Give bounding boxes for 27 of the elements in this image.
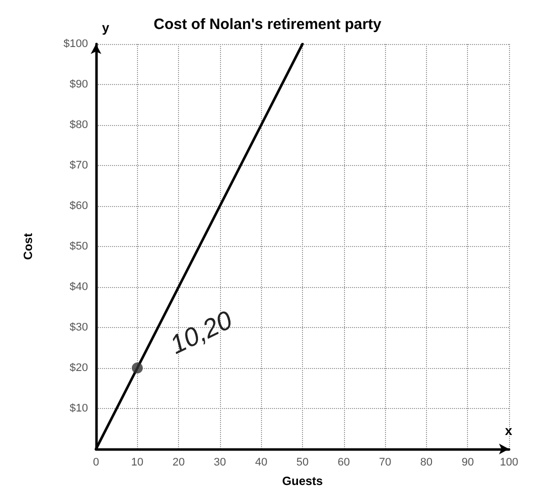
y-tick-label: $10 <box>70 402 88 414</box>
y-tick-label: $40 <box>70 281 88 293</box>
y-tick-label: $100 <box>64 38 88 50</box>
annotation: x <box>505 423 513 438</box>
y-axis-title: Cost <box>21 233 35 260</box>
x-tick-label: 50 <box>296 456 309 468</box>
x-tick-label: 30 <box>214 456 226 468</box>
y-tick-label: $60 <box>70 200 88 212</box>
x-tick-label: 100 <box>500 456 518 468</box>
x-tick-label: 0 <box>92 456 100 468</box>
y-tick-label: $50 <box>70 240 88 252</box>
annotation: 10,20 <box>165 304 238 360</box>
y-tick-label: $30 <box>70 322 88 334</box>
y-tick-label: $20 <box>70 362 88 374</box>
y-tick-label: $90 <box>70 78 88 90</box>
x-tick-label: 90 <box>462 456 474 468</box>
x-tick-label: 40 <box>255 456 268 468</box>
x-tick-label: 20 <box>172 456 185 468</box>
x-tick-label: 80 <box>420 456 433 468</box>
y-tick-label: $80 <box>70 119 88 131</box>
x-tick-label: 60 <box>338 456 350 468</box>
x-axis-title: Guests <box>282 474 324 488</box>
text: y <box>102 20 110 35</box>
y-tick-label: $70 <box>70 160 88 172</box>
x-tick-label: 10 <box>131 456 144 468</box>
x-tick-label: 70 <box>378 456 392 468</box>
chart-title: Cost of Nolan's retirement party <box>154 16 382 33</box>
